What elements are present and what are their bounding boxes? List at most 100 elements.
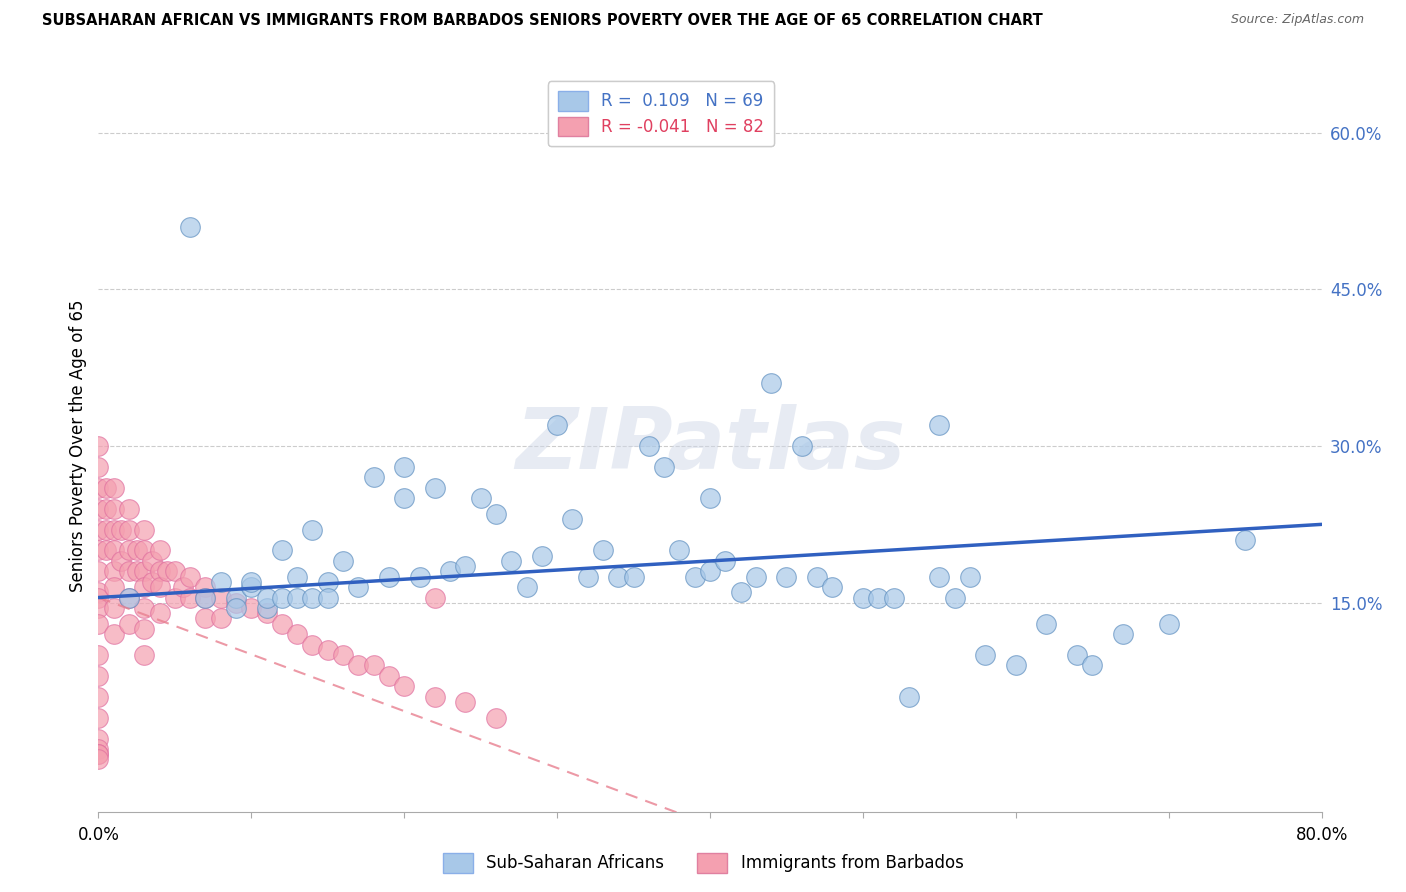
Legend: Sub-Saharan Africans, Immigrants from Barbados: Sub-Saharan Africans, Immigrants from Ba… [436, 847, 970, 880]
Point [607, 569, 630, 583]
Point [110, 554, 132, 568]
Point [821, 580, 844, 594]
Point [730, 585, 752, 599]
Point [1081, 658, 1104, 673]
Point [530, 549, 553, 563]
Point [103, 565, 125, 579]
Point [270, 616, 292, 631]
Point [149, 565, 172, 579]
Point [759, 376, 782, 391]
Point [485, 711, 508, 725]
Point [699, 565, 721, 579]
Point [110, 523, 132, 537]
Point [209, 591, 232, 605]
Point [668, 543, 690, 558]
Point [392, 459, 416, 474]
Point [1035, 616, 1057, 631]
Point [332, 648, 354, 662]
Point [623, 569, 645, 583]
Point [134, 601, 156, 615]
Point [156, 565, 179, 579]
Point [285, 591, 308, 605]
Point [454, 559, 477, 574]
Point [592, 543, 614, 558]
Point [87, 669, 110, 683]
Point [378, 569, 401, 583]
Text: Source: ZipAtlas.com: Source: ZipAtlas.com [1230, 13, 1364, 27]
Point [118, 501, 141, 516]
Point [408, 569, 430, 583]
Point [637, 439, 661, 453]
Point [256, 591, 278, 605]
Point [256, 601, 278, 615]
Point [363, 658, 385, 673]
Point [270, 591, 292, 605]
Point [316, 591, 339, 605]
Point [149, 543, 172, 558]
Point [316, 574, 339, 589]
Point [699, 491, 721, 506]
Point [225, 601, 247, 615]
Point [87, 459, 110, 474]
Point [897, 690, 920, 704]
Point [852, 591, 875, 605]
Point [316, 642, 339, 657]
Point [546, 418, 568, 433]
Point [209, 574, 232, 589]
Point [194, 591, 217, 605]
Point [423, 481, 446, 495]
Point [209, 611, 232, 625]
Point [87, 523, 110, 537]
Point [485, 507, 508, 521]
Point [125, 565, 148, 579]
Point [974, 648, 997, 662]
Point [332, 554, 354, 568]
Point [1004, 658, 1026, 673]
Point [118, 543, 141, 558]
Point [270, 543, 292, 558]
Point [301, 638, 323, 652]
Point [256, 606, 278, 620]
Point [87, 747, 110, 762]
Point [516, 580, 538, 594]
Point [87, 752, 110, 766]
Point [1157, 616, 1180, 631]
Point [347, 658, 370, 673]
Point [141, 574, 163, 589]
Point [806, 569, 828, 583]
Text: ZIPatlas: ZIPatlas [515, 404, 905, 488]
Point [378, 669, 401, 683]
Point [118, 591, 141, 605]
Point [285, 627, 308, 641]
Point [103, 627, 125, 641]
Point [775, 569, 797, 583]
Point [125, 543, 148, 558]
Point [149, 606, 172, 620]
Point [87, 543, 110, 558]
Point [561, 512, 583, 526]
Point [392, 491, 416, 506]
Y-axis label: Seniors Poverty Over the Age of 65: Seniors Poverty Over the Age of 65 [69, 300, 87, 592]
Point [301, 591, 323, 605]
Point [194, 611, 217, 625]
Point [501, 554, 523, 568]
Point [94, 543, 117, 558]
Point [87, 648, 110, 662]
Point [285, 569, 308, 583]
Point [790, 439, 813, 453]
Point [141, 554, 163, 568]
Point [87, 690, 110, 704]
Point [87, 501, 110, 516]
Point [683, 569, 706, 583]
Point [347, 580, 370, 594]
Point [194, 591, 217, 605]
Point [94, 501, 117, 516]
Point [134, 565, 156, 579]
Point [118, 565, 141, 579]
Point [103, 501, 125, 516]
Point [1112, 627, 1135, 641]
Point [423, 591, 446, 605]
Point [103, 543, 125, 558]
Point [87, 591, 110, 605]
Point [134, 622, 156, 636]
